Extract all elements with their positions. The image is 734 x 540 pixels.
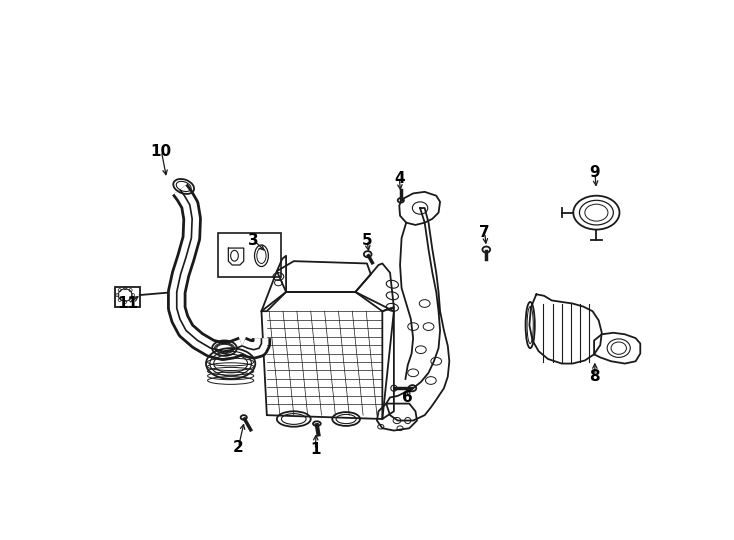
Text: 7: 7 bbox=[479, 225, 490, 240]
Text: 10: 10 bbox=[150, 144, 172, 159]
Text: 5: 5 bbox=[362, 233, 372, 248]
Text: 4: 4 bbox=[394, 171, 404, 186]
Bar bbox=[115, 287, 139, 307]
Text: 6: 6 bbox=[402, 390, 413, 405]
Text: 3: 3 bbox=[248, 233, 259, 248]
Text: 11: 11 bbox=[117, 296, 139, 311]
Bar bbox=[218, 233, 281, 278]
Text: 8: 8 bbox=[589, 369, 600, 384]
Text: 1: 1 bbox=[310, 442, 321, 457]
Text: 2: 2 bbox=[233, 440, 244, 455]
Text: 9: 9 bbox=[589, 165, 600, 180]
